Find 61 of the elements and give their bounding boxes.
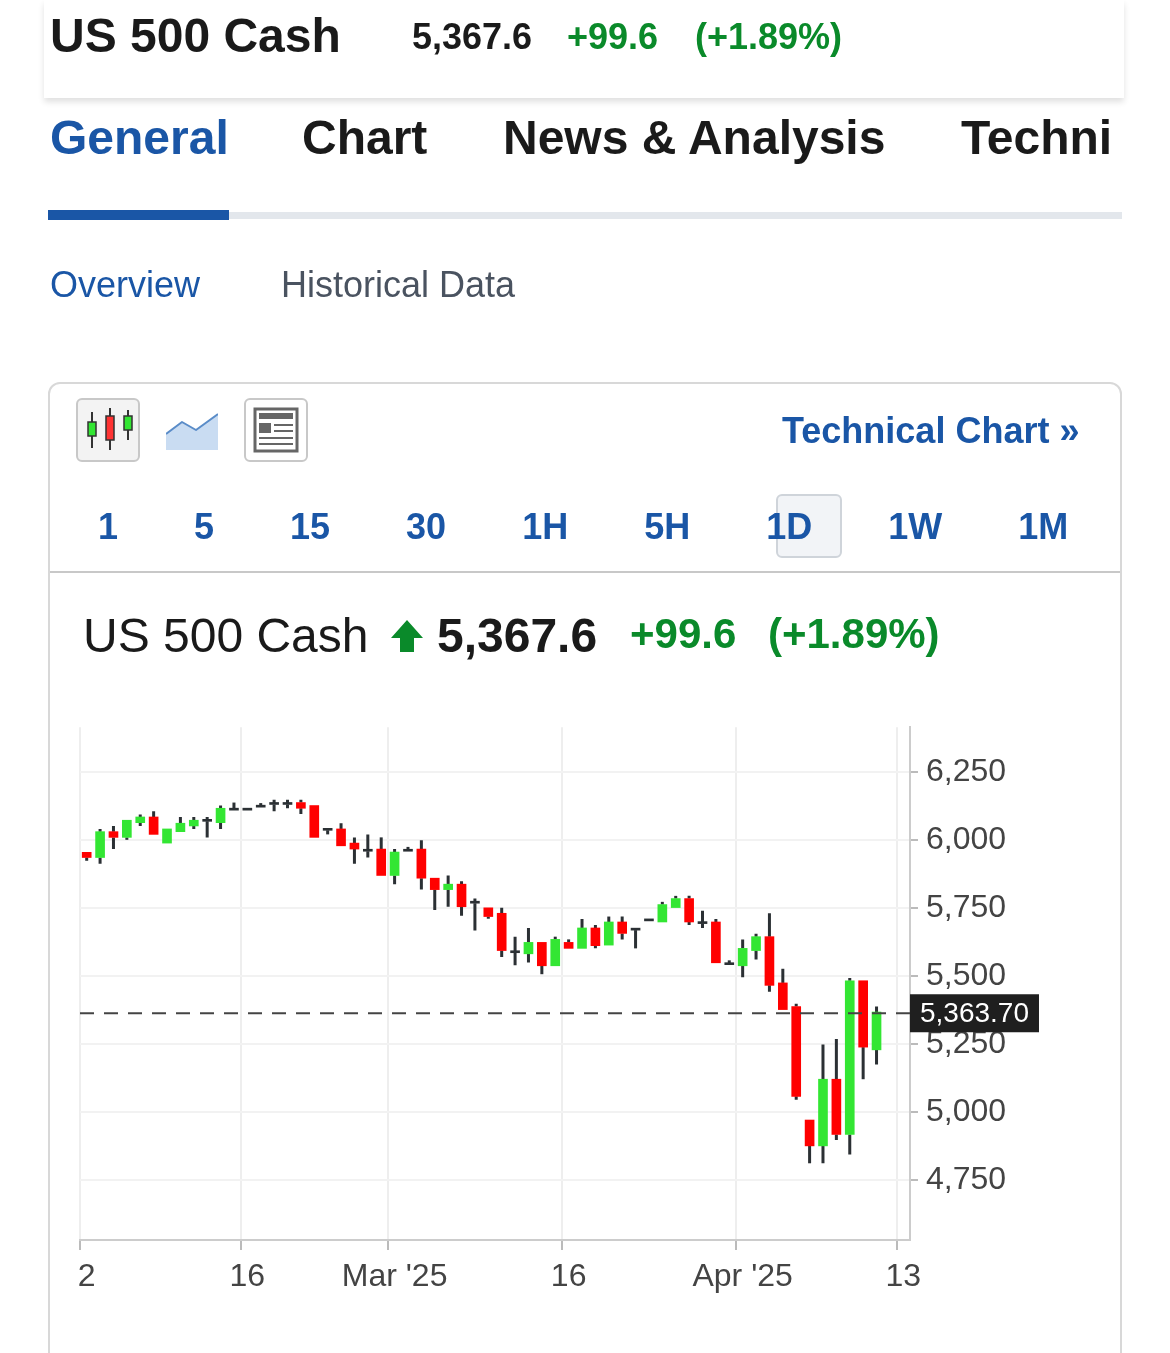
candlestick: [416, 840, 427, 890]
x-tick-label: Mar '25: [341, 1257, 448, 1294]
candlestick: [510, 936, 520, 966]
y-tick-label: 4,750: [926, 1159, 1007, 1196]
candlestick: [537, 942, 547, 975]
candlestick: [148, 811, 159, 835]
chart-title: US 500 Cash: [50, 9, 341, 62]
candlestick: [456, 881, 467, 916]
x-tick-label: 16: [550, 1257, 587, 1294]
candlestick: [844, 978, 855, 1155]
text: Chart: [302, 111, 428, 164]
y-tick-label: 6,250: [926, 751, 1007, 788]
ref-line-label: 5,363.70: [920, 996, 1029, 1028]
x-tick-label: 2: [77, 1257, 96, 1294]
candlestick: [764, 913, 775, 992]
text: Historical Data: [281, 264, 516, 305]
candlestick: [711, 918, 721, 964]
candlestick: [777, 968, 788, 1010]
chart-title: US 500 Cash: [83, 608, 369, 663]
candlestick: [737, 939, 748, 978]
text: 1 5 15 30 1H 5H 1D 1W 1M: [98, 506, 1069, 548]
candlestick: [603, 916, 614, 946]
candlestick: [523, 927, 534, 963]
text: 5,367.6: [412, 16, 533, 57]
candlestick: [470, 898, 480, 931]
candlestick: [831, 1038, 842, 1140]
x-tick-label: Apr '25: [692, 1257, 793, 1294]
candlestick: [751, 933, 761, 960]
candlestick: [175, 816, 186, 832]
candlestick: [336, 823, 346, 847]
text: +99.6: [567, 16, 659, 57]
candlestick: [496, 907, 507, 958]
candlestick: [376, 837, 387, 876]
y-tick-label: 5,500: [926, 955, 1007, 992]
text: News & Analysis: [503, 111, 886, 164]
candlestick: [202, 816, 213, 838]
text: General: [50, 111, 229, 164]
candlestick: [81, 852, 92, 861]
text: Techni: [961, 111, 1113, 164]
text: (+1.89%): [695, 16, 843, 57]
x-tick-label: 13: [885, 1257, 922, 1294]
x-tick-label: 16: [229, 1257, 266, 1294]
candlestick: [443, 875, 453, 907]
y-tick-label: 6,000: [926, 819, 1007, 856]
candlestick: [858, 980, 868, 1080]
candlestick: [563, 939, 574, 949]
candlestick: [429, 877, 440, 911]
candlestick: [108, 825, 119, 850]
candlestick: [188, 816, 199, 829]
text: (+1.89%): [768, 610, 940, 657]
candlestick: [362, 834, 373, 858]
text: 5,367.6: [437, 609, 598, 662]
candlestick: [818, 1044, 828, 1164]
y-tick-label: 5,750: [926, 887, 1007, 924]
text: Technical Chart »: [782, 410, 1080, 451]
candlestick: [389, 849, 400, 885]
text: +99.6: [630, 610, 737, 657]
y-tick-label: 5,000: [926, 1091, 1007, 1128]
candlestick: [577, 918, 587, 949]
candlestick: [804, 1119, 815, 1164]
text: Overview: [50, 264, 201, 305]
